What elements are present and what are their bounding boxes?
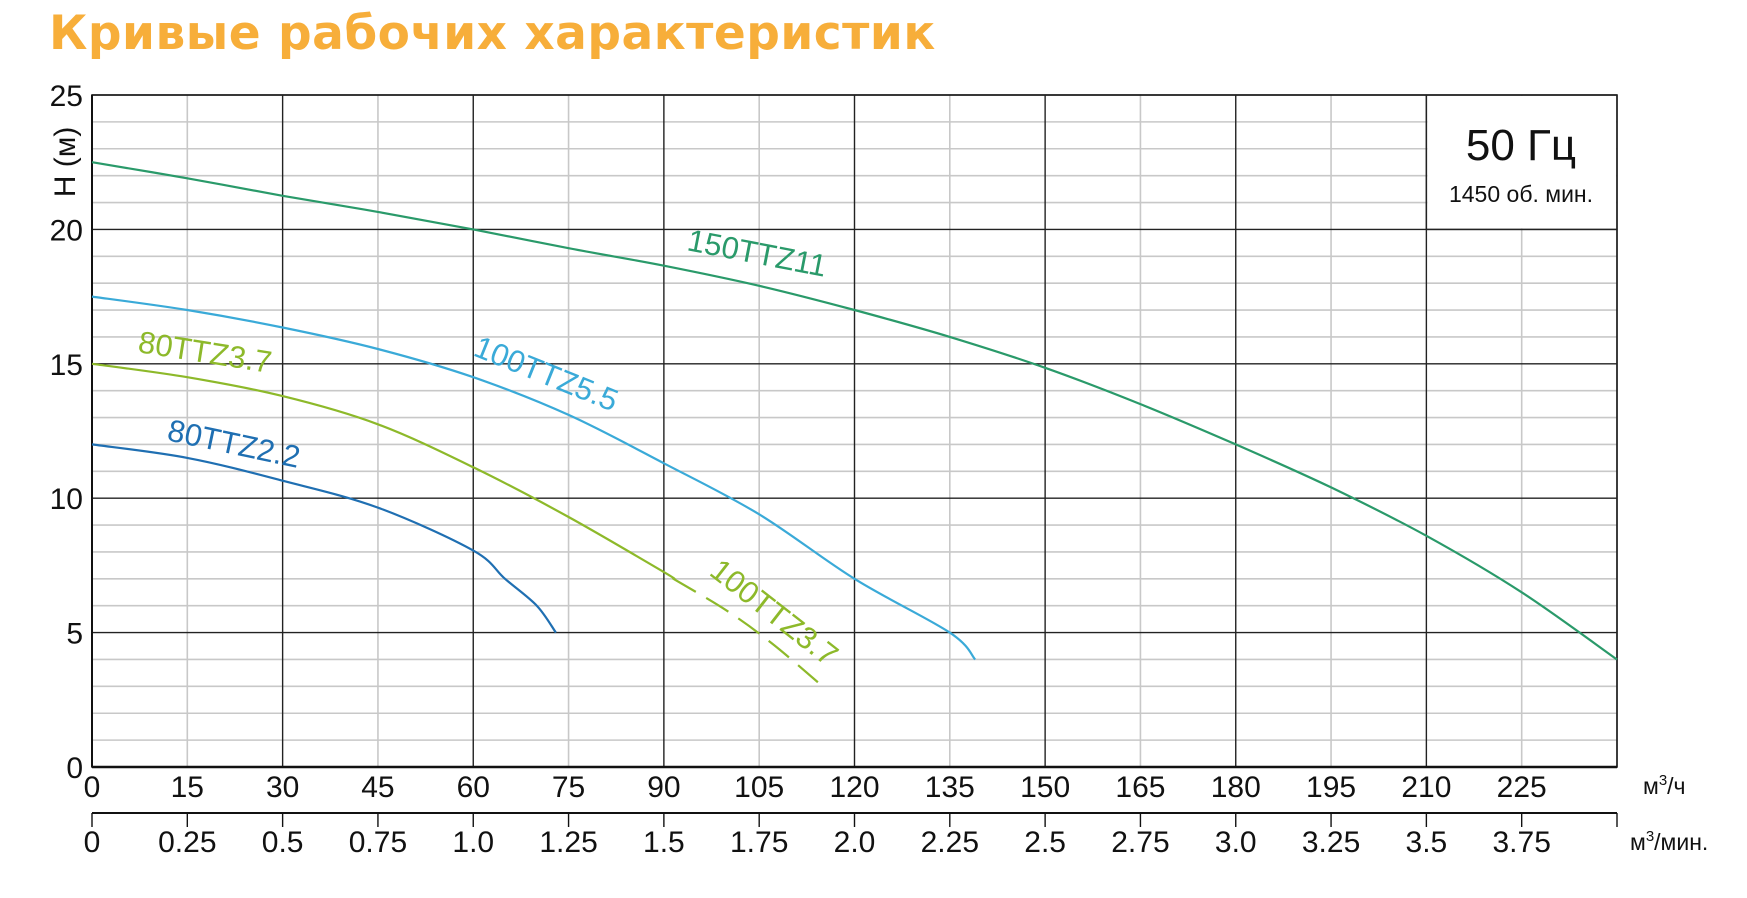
x-tick-label: 135 (925, 771, 975, 804)
x2-tick-label: 1.75 (730, 826, 788, 859)
x-tick-label: 75 (552, 771, 585, 804)
x2-tick-label: 2.25 (921, 826, 979, 859)
y-tick-label: 15 (50, 349, 83, 382)
x-tick-label: 150 (1020, 771, 1070, 804)
x2-tick-label: 3.0 (1215, 826, 1257, 859)
x-axis-unit-m3h: м3/ч (1643, 772, 1686, 799)
x-tick-label: 30 (266, 771, 299, 804)
y-tick-label: 0 (66, 752, 83, 785)
x2-tick-label: 0 (84, 826, 101, 859)
annotation-box-border (1425, 95, 1617, 231)
x2-tick-label: 3.75 (1492, 826, 1550, 859)
annotation-box-background (1427, 96, 1616, 229)
y-axis-ticks: 0 5 10 15 20 25 (50, 80, 83, 785)
x2-tick-label: 0.75 (349, 826, 407, 859)
x-axis-ticks-m3h: 0 15 30 45 60 75 90 105 120 135 150 165 180 195 210 225 (84, 771, 1547, 804)
x-tick-label: 60 (457, 771, 490, 804)
y-tick-label: 5 (66, 618, 83, 651)
y-tick-label: 20 (50, 214, 83, 247)
curve-label-100ttz3-7: 100TTZ3.7 (704, 552, 845, 673)
series-lines (91, 161, 1618, 688)
frequency-label: 50 Гц (1466, 121, 1576, 170)
curve-100ttz5-5 (91, 295, 977, 661)
curve-100ttz3-7 (672, 577, 824, 688)
x2-tick-label: 2.5 (1024, 826, 1066, 859)
x-axis-ticks-m3min: 0 0.25 0.5 0.75 1.0 1.25 1.5 1.75 2.0 2.25 2.5 2.75… (84, 813, 1618, 859)
x-tick-label: 0 (84, 771, 101, 804)
x-tick-label: 120 (829, 771, 879, 804)
x2-tick-label: 1.0 (452, 826, 494, 859)
chart-title: Кривые рабочих характеристик (49, 6, 936, 61)
x2-tick-label: 0.25 (158, 826, 216, 859)
x-tick-label: 225 (1497, 771, 1547, 804)
x-tick-label: 15 (171, 771, 204, 804)
curve-150ttz11 (91, 161, 1618, 661)
x2-tick-label: 0.5 (262, 826, 304, 859)
speed-label: 1450 об. мин. (1449, 181, 1593, 207)
major-gridlines (91, 94, 1618, 768)
x2-tick-label: 2.0 (834, 826, 876, 859)
x-tick-label: 105 (734, 771, 784, 804)
x2-tick-label: 3.5 (1406, 826, 1448, 859)
y-tick-label: 10 (50, 483, 83, 516)
x-tick-label: 195 (1306, 771, 1356, 804)
x2-tick-label: 2.75 (1111, 826, 1169, 859)
x-tick-label: 180 (1211, 771, 1261, 804)
curve-80ttz3-7 (91, 362, 676, 581)
x-tick-label: 45 (361, 771, 394, 804)
x-tick-label: 165 (1115, 771, 1165, 804)
y-tick-label: 25 (50, 80, 83, 113)
x-axis-unit-m3min: м3/мин. (1630, 828, 1708, 855)
curve-80ttz2-2 (91, 443, 557, 634)
x-tick-label: 210 (1401, 771, 1451, 804)
x2-tick-label: 1.5 (643, 826, 685, 859)
x2-tick-label: 1.25 (539, 826, 597, 859)
x-tick-label: 90 (647, 771, 680, 804)
x2-tick-label: 3.25 (1302, 826, 1360, 859)
y-axis-label: H (м) (49, 127, 82, 198)
